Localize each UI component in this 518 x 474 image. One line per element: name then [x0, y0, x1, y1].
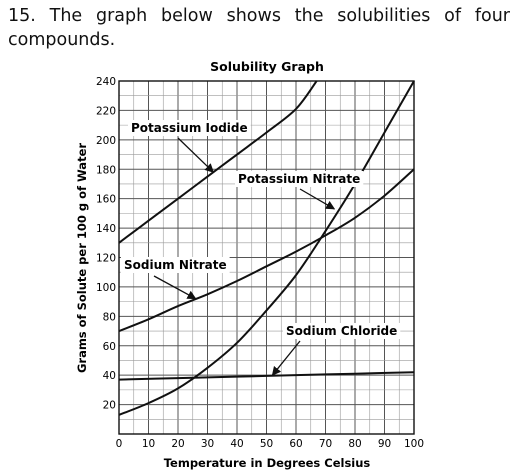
- y-tick-labels: 20 40 60 80 100 120 140 160 180 200 220 240: [96, 76, 116, 412]
- y-tick-label: 80: [103, 311, 116, 323]
- sodium-chloride-annotation-label: Sodium Chloride: [286, 324, 397, 338]
- series-annotations: Potassium Iodide Potassium Nitrate Sodium …: [121, 120, 401, 376]
- potassium-iodide-annotation-label: Potassium Iodide: [131, 121, 248, 135]
- sodium-chloride-line: [118, 371, 415, 381]
- sodium-chloride-annotation-arrow: [271, 340, 301, 376]
- plot-frame: [118, 80, 415, 435]
- x-tick-label: 90: [378, 438, 391, 450]
- x-tick-label: 10: [142, 438, 155, 450]
- x-axis-label: Temperature in Degrees Celsius: [164, 456, 371, 470]
- y-tick-label: 40: [103, 370, 116, 382]
- potassium-iodide-annotation-bg: [128, 120, 251, 136]
- sodium-nitrate-annotation-label: Sodium Nitrate: [124, 258, 227, 272]
- potassium-nitrate-line: [118, 80, 415, 416]
- y-tick-label: 200: [96, 135, 116, 147]
- y-tick-label: 100: [96, 282, 116, 294]
- potassium-nitrate-annotation-bg: [235, 171, 364, 187]
- x-tick-labels: 0 10 20 30 40 50 60 70 80 90 100: [116, 438, 424, 450]
- chart-grid: [119, 81, 414, 434]
- y-tick-label: 240: [96, 76, 116, 88]
- x-tick-label: 100: [404, 438, 424, 450]
- sodium-nitrate-line: [118, 168, 415, 332]
- y-tick-label: 140: [96, 223, 116, 235]
- y-tick-label: 60: [103, 341, 116, 353]
- sodium-chloride-annotation-bg: [283, 323, 401, 339]
- chart-title: Solubility Graph: [210, 59, 324, 74]
- y-tick-label: 180: [96, 164, 116, 176]
- x-tick-label: 50: [260, 438, 273, 450]
- x-tick-label: 30: [201, 438, 214, 450]
- y-tick-label: 20: [103, 400, 116, 412]
- x-tick-label: 80: [348, 438, 361, 450]
- x-tick-label: 70: [319, 438, 332, 450]
- sodium-nitrate-annotation-bg: [121, 257, 230, 273]
- question-body: The graph below shows the solubilities o…: [8, 6, 510, 50]
- x-tick-label: 20: [171, 438, 184, 450]
- y-tick-label: 160: [96, 194, 116, 206]
- x-tick-label: 40: [230, 438, 243, 450]
- sodium-nitrate-annotation-arrow: [153, 275, 197, 300]
- potassium-nitrate-annotation-arrow: [299, 188, 336, 210]
- potassium-iodide-line: [118, 80, 318, 244]
- series-lines: [118, 80, 415, 416]
- question-text: 15. The graph below shows the solubiliti…: [8, 4, 510, 52]
- y-axis-label: Grams of Solute per 100 g of Water: [75, 143, 89, 373]
- y-tick-label: 220: [96, 105, 116, 117]
- potassium-iodide-annotation-arrow: [177, 137, 215, 173]
- y-tick-label: 120: [96, 253, 116, 265]
- x-tick-label: 60: [289, 438, 302, 450]
- potassium-nitrate-annotation-label: Potassium Nitrate: [238, 172, 360, 186]
- x-tick-label: 0: [116, 438, 123, 450]
- question-number: 15.: [8, 6, 36, 26]
